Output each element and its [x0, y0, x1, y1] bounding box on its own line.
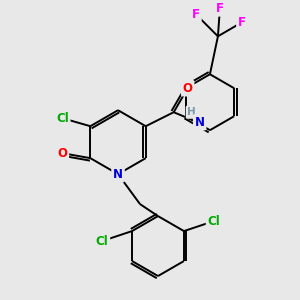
Text: H: H [187, 107, 196, 117]
Text: F: F [238, 16, 246, 29]
Text: Cl: Cl [208, 214, 220, 228]
Text: O: O [57, 147, 68, 160]
Text: O: O [183, 82, 193, 95]
Text: F: F [192, 8, 200, 21]
Text: N: N [113, 168, 123, 181]
Text: F: F [216, 2, 224, 15]
Text: Cl: Cl [56, 112, 69, 125]
Text: Cl: Cl [96, 235, 108, 248]
Text: N: N [195, 116, 205, 129]
